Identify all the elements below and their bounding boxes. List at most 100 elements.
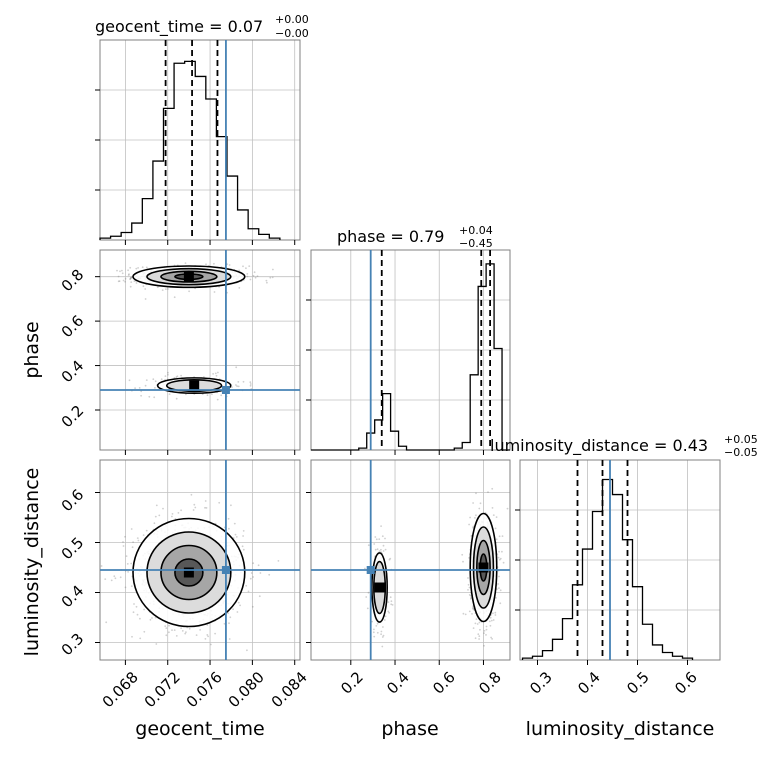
sample-point [467, 577, 469, 579]
sample-point [474, 622, 477, 625]
histogram-line [521, 478, 694, 660]
sample-point [498, 558, 501, 561]
sample-point [105, 621, 108, 624]
sample-point [129, 266, 132, 269]
ytick-label: 0.6 [58, 312, 88, 342]
sample-point [277, 560, 280, 562]
sample-point [173, 296, 176, 299]
sample-point [214, 632, 217, 635]
title-geocent-time-sub: −0.00 [275, 27, 309, 40]
sample-point [122, 279, 125, 282]
sample-point [124, 535, 126, 538]
sample-point [175, 635, 178, 637]
sample-point [168, 624, 170, 627]
xlabel-phase: phase [381, 718, 438, 740]
sample-point [130, 276, 132, 279]
scatter-phase-luminosity-distance-panel [306, 459, 511, 665]
sample-point [472, 606, 474, 609]
ytick-label: 0.5 [58, 534, 88, 564]
sample-point [373, 543, 376, 545]
sample-point [234, 533, 237, 536]
sample-point [461, 553, 464, 556]
sample-point [269, 276, 272, 279]
sample-point [110, 579, 113, 582]
sample-point [130, 562, 133, 565]
sample-point [490, 619, 493, 622]
xticklabels-phase: 0.2 0.4 0.6 0.8 [337, 668, 505, 698]
sample-point [485, 625, 488, 628]
sample-point [498, 575, 500, 578]
sample-point [144, 384, 147, 387]
sample-point [488, 620, 491, 623]
sample-point [119, 576, 122, 579]
sample-point [271, 276, 274, 279]
sample-point [193, 503, 196, 506]
sample-point [381, 645, 384, 648]
sample-point [205, 507, 208, 509]
sample-point [181, 630, 184, 632]
sample-point [192, 509, 195, 511]
sample-point [478, 638, 480, 640]
xtick-label: 0.2 [337, 668, 367, 698]
sample-point [121, 272, 124, 275]
sample-point [242, 380, 245, 383]
sample-point [495, 516, 498, 518]
xtick-label: 0.4 [383, 668, 413, 698]
sample-point [168, 631, 170, 634]
sample-point [232, 608, 235, 611]
sample-point [238, 269, 241, 272]
sample-point [242, 530, 245, 532]
sample-point [468, 610, 471, 613]
title-phase: phase = 0.79 [337, 227, 444, 246]
sample-point [184, 632, 187, 635]
sample-point [126, 563, 129, 565]
ytick-label: 0.4 [58, 582, 88, 612]
sample-point [145, 266, 148, 269]
sample-point [468, 594, 471, 596]
sample-point [492, 514, 495, 516]
sample-point [252, 562, 255, 565]
sample-point [127, 269, 129, 272]
sample-point [129, 278, 132, 280]
sample-point [165, 288, 167, 290]
sample-point [476, 623, 479, 625]
sample-point [249, 278, 252, 281]
ytick-label: 0.4 [58, 357, 88, 387]
sample-point [167, 288, 169, 290]
sample-point [245, 267, 247, 270]
sample-point [498, 587, 500, 589]
sample-point [390, 603, 393, 606]
sample-point [113, 575, 116, 578]
sample-point [228, 527, 230, 530]
sample-point [130, 585, 133, 587]
sample-point [382, 544, 385, 547]
sample-point [114, 577, 117, 580]
sample-point [242, 535, 245, 537]
sample-point [143, 630, 146, 633]
sample-point [475, 618, 478, 620]
sample-point [154, 387, 156, 389]
sample-point [104, 578, 107, 580]
sample-point [131, 546, 134, 549]
sample-point [494, 614, 497, 616]
sample-point [184, 262, 187, 264]
sample-point [213, 291, 216, 293]
sample-point [134, 387, 137, 389]
sample-point [487, 491, 489, 493]
sample-point [499, 557, 502, 560]
sample-point [501, 535, 504, 537]
sample-point [237, 601, 240, 604]
sample-point [479, 628, 481, 631]
sample-point [124, 586, 127, 589]
sample-point [130, 528, 133, 530]
sample-point [475, 514, 477, 517]
sample-point [388, 611, 390, 614]
sample-point [472, 502, 474, 504]
xtick-label: 0.068 [99, 668, 142, 711]
title-phase-sub: −0.45 [459, 237, 493, 250]
sample-point [135, 267, 138, 270]
sample-point [144, 298, 147, 300]
sample-point [137, 539, 140, 542]
sample-point [119, 270, 121, 273]
sample-point [199, 629, 202, 631]
